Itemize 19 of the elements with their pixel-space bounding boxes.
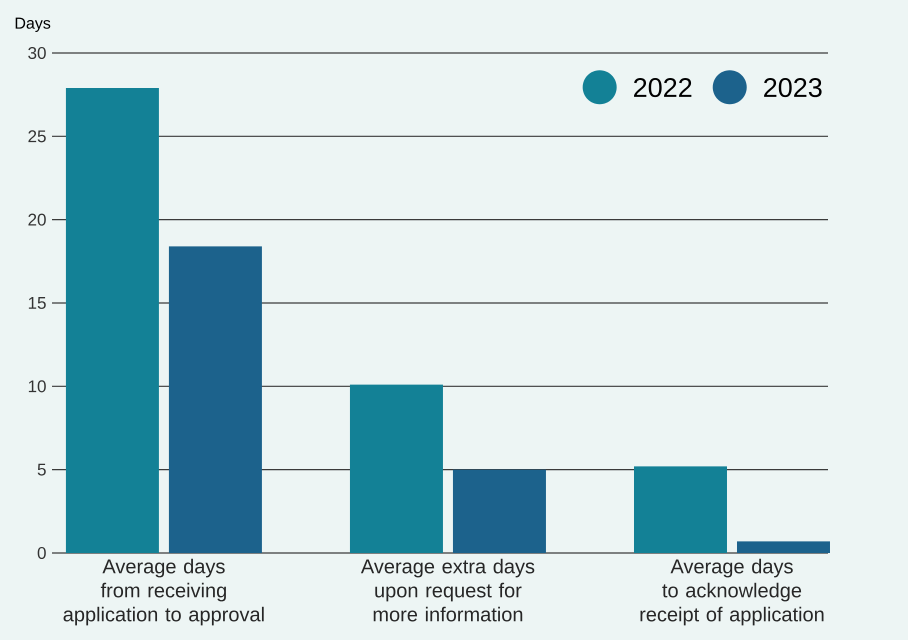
y-tick-label: 10 xyxy=(28,380,46,392)
x-tick-label: Average days to acknowledge receipt of application xyxy=(640,558,824,626)
bar xyxy=(634,466,727,553)
y-tick-label: 5 xyxy=(38,464,46,476)
legend-label: 2023 xyxy=(764,78,822,98)
bar xyxy=(350,384,443,553)
bar xyxy=(66,88,159,553)
x-tick-label: Average days from receiving application to approval xyxy=(64,558,264,626)
bar xyxy=(168,246,262,553)
legend-label: 2022 xyxy=(634,78,692,98)
y-tick-label: 30 xyxy=(28,46,46,60)
y-tick-label: 0 xyxy=(38,546,46,560)
x-tick-label: Average extra days upon request for more information xyxy=(360,558,534,622)
y-tick-label: 25 xyxy=(28,130,46,142)
bar xyxy=(736,541,830,553)
bar xyxy=(452,470,546,553)
y-axis-title: Days xyxy=(16,18,50,32)
y-tick-label: 20 xyxy=(28,214,46,226)
y-tick-label: 15 xyxy=(28,297,46,309)
